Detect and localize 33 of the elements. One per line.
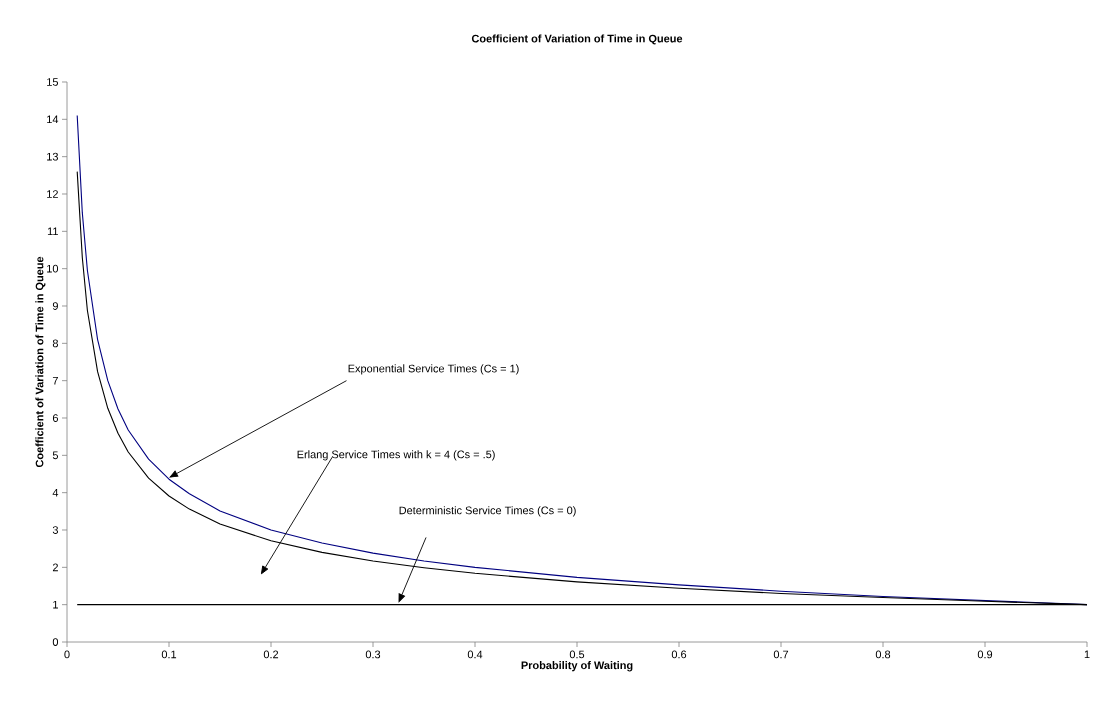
x-axis-title: Probability of Waiting — [521, 661, 633, 672]
y-axis-title: Coefficient of Variation of Time in Queue — [35, 256, 46, 468]
y-tick-label: 4 — [52, 488, 59, 497]
x-tick-label: 0.2 — [263, 650, 279, 659]
x-tick-label: 1 — [1084, 650, 1090, 659]
y-tick-label: 8 — [52, 339, 58, 348]
chart-title: Coefficient of Variation of Time in Queue — [471, 34, 683, 45]
y-tick-label: 3 — [52, 526, 58, 534]
y-tick-label: 12 — [47, 190, 58, 198]
x-tick-label: 0.9 — [977, 650, 993, 659]
y-tick-label: 6 — [52, 414, 58, 422]
y-tick-label: 15 — [47, 78, 59, 86]
y-tick-label: 0 — [52, 638, 59, 646]
y-tick-label: 2 — [52, 563, 58, 572]
x-tick-label: 0.4 — [467, 650, 483, 659]
y-tick-label: 9 — [52, 302, 58, 310]
annotation: Erlang Service Times with k = 4 (Cs = .5) — [297, 450, 495, 461]
annotation: Deterministic Service Times (Cs = 0) — [399, 506, 576, 517]
x-tick-label: 0.3 — [365, 650, 381, 659]
y-tick-label: 14 — [47, 115, 59, 124]
x-tick-label: 0.5 — [569, 650, 585, 659]
y-tick-label: 7 — [52, 376, 58, 385]
x-tick-label: 0 — [64, 650, 70, 659]
x-tick-label: 0.6 — [671, 650, 687, 659]
y-tick-label: 11 — [47, 227, 58, 236]
y-tick-label: 5 — [52, 451, 59, 460]
x-tick-label: 0.7 — [773, 650, 789, 659]
y-tick-label: 10 — [47, 264, 59, 273]
y-tick-label: 1 — [53, 600, 58, 609]
annotation: Exponential Service Times (Cs = 1) — [348, 364, 519, 375]
x-tick-label: 0.8 — [875, 650, 891, 659]
x-tick-label: 0.1 — [161, 650, 177, 659]
y-tick-label: 13 — [47, 152, 58, 161]
